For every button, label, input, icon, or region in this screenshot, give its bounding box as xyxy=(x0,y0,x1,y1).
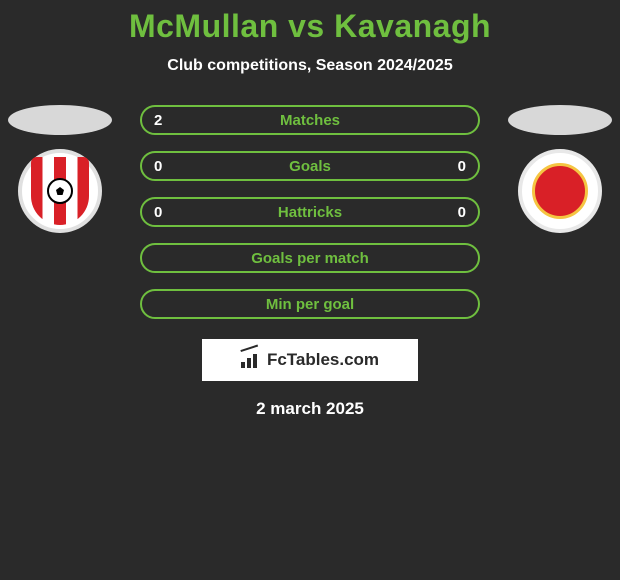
main-area: 2 Matches 0 Goals 0 0 Hattricks 0 Goals … xyxy=(0,105,620,419)
player-silhouette-icon xyxy=(508,105,612,135)
club-badge-right xyxy=(518,149,602,233)
stat-row-goals: 0 Goals 0 xyxy=(140,151,480,181)
comparison-card: McMullan vs Kavanagh Club competitions, … xyxy=(0,0,620,419)
stat-row-hattricks: 0 Hattricks 0 xyxy=(140,197,480,227)
st-patricks-crest-icon xyxy=(532,163,588,219)
bar-chart-icon xyxy=(241,352,261,368)
derry-city-crest-icon xyxy=(31,157,89,225)
stat-rows: 2 Matches 0 Goals 0 0 Hattricks 0 Goals … xyxy=(140,105,480,319)
stat-label: Hattricks xyxy=(142,204,478,221)
stat-label: Goals xyxy=(142,158,478,175)
stat-label: Matches xyxy=(142,112,478,129)
stat-value-left: 0 xyxy=(154,204,162,221)
stat-row-goals-per-match: Goals per match xyxy=(140,243,480,273)
page-subtitle: Club competitions, Season 2024/2025 xyxy=(0,57,620,75)
stat-row-matches: 2 Matches xyxy=(140,105,480,135)
footer-date: 2 march 2025 xyxy=(0,399,620,419)
stat-value-right: 0 xyxy=(458,204,466,221)
page-title: McMullan vs Kavanagh xyxy=(0,8,620,45)
football-icon xyxy=(47,178,73,204)
stat-label: Goals per match xyxy=(142,250,478,267)
stat-label: Min per goal xyxy=(142,296,478,313)
stat-value-right: 0 xyxy=(458,158,466,175)
branding-box[interactable]: FcTables.com xyxy=(202,339,418,381)
club-badge-left xyxy=(18,149,102,233)
player-left-column xyxy=(5,105,115,233)
player-right-column xyxy=(505,105,615,233)
stat-value-left: 0 xyxy=(154,158,162,175)
player-silhouette-icon xyxy=(8,105,112,135)
stat-value-left: 2 xyxy=(154,112,162,129)
branding-text: FcTables.com xyxy=(267,350,379,370)
stat-row-min-per-goal: Min per goal xyxy=(140,289,480,319)
